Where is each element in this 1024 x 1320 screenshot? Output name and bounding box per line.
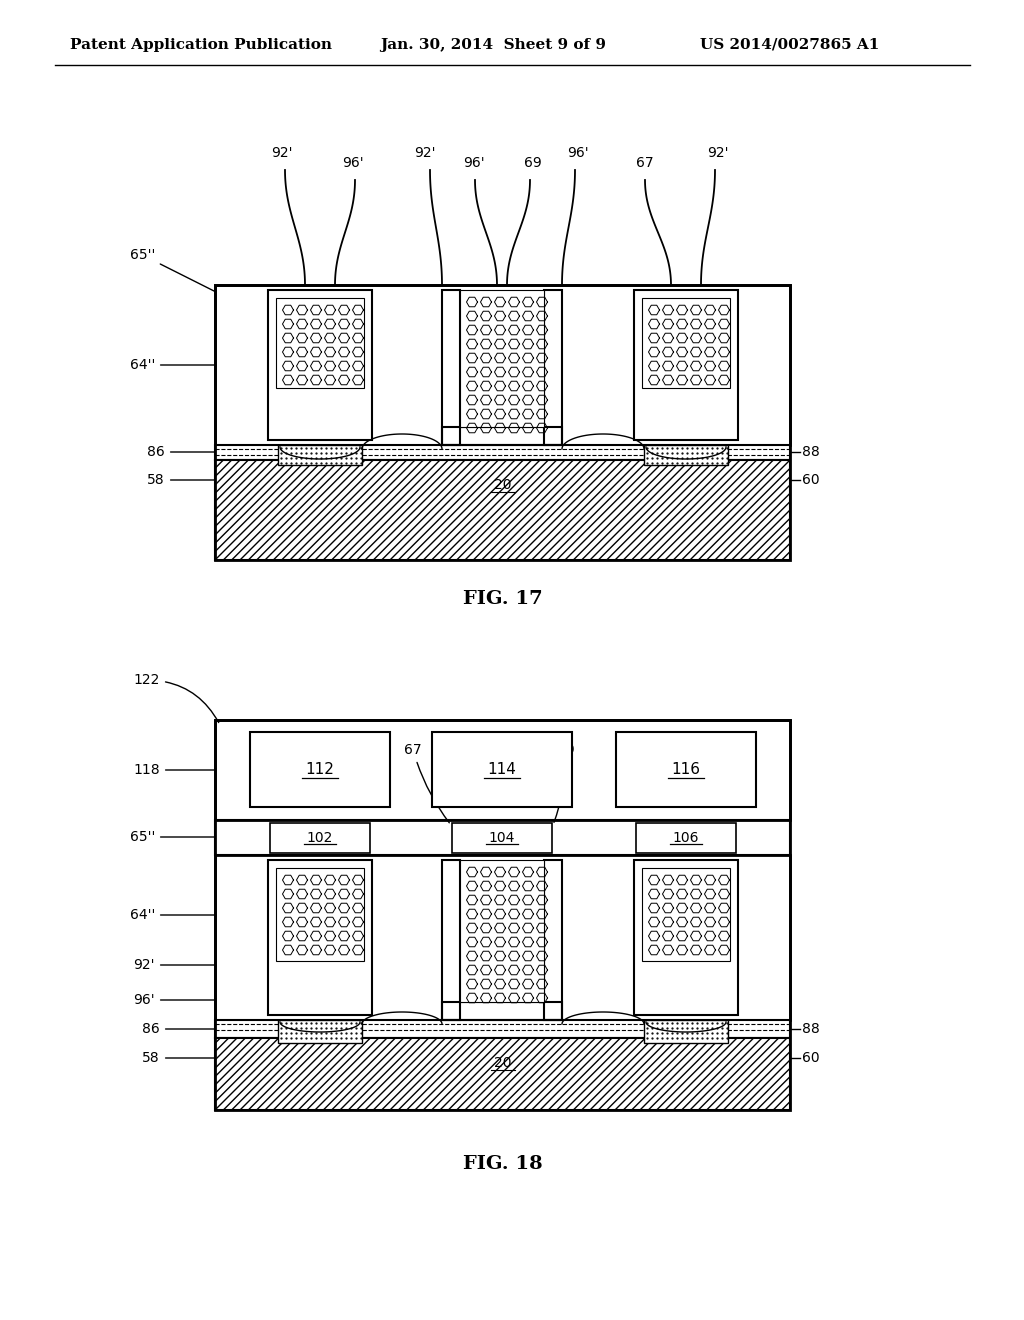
Text: 69: 69 bbox=[554, 743, 574, 822]
Text: 20: 20 bbox=[494, 478, 511, 492]
Bar bbox=[276, 388, 364, 432]
Bar bbox=[215, 285, 790, 560]
Bar bbox=[278, 1020, 362, 1043]
Bar bbox=[215, 1038, 790, 1110]
Bar bbox=[215, 719, 790, 820]
Bar bbox=[268, 861, 372, 1015]
Text: FIG. 17: FIG. 17 bbox=[463, 590, 543, 609]
Text: 86: 86 bbox=[142, 1022, 215, 1036]
Bar bbox=[636, 822, 736, 853]
Text: 65'': 65'' bbox=[130, 830, 215, 843]
Text: 69: 69 bbox=[524, 156, 542, 170]
Bar bbox=[276, 298, 364, 388]
Bar bbox=[442, 1002, 562, 1020]
Bar bbox=[442, 861, 460, 1020]
Bar bbox=[544, 861, 562, 1020]
Text: 65'': 65'' bbox=[130, 248, 215, 292]
Bar bbox=[215, 1020, 790, 1038]
Text: 88: 88 bbox=[802, 445, 820, 459]
Bar bbox=[215, 719, 790, 820]
Text: 58: 58 bbox=[142, 1051, 215, 1065]
Bar bbox=[270, 822, 370, 853]
Text: 20: 20 bbox=[494, 1056, 511, 1071]
Text: 116: 116 bbox=[672, 762, 700, 777]
Text: 122: 122 bbox=[133, 673, 219, 722]
Bar bbox=[642, 961, 730, 1007]
Bar bbox=[616, 733, 756, 807]
Bar bbox=[460, 861, 544, 1002]
Bar bbox=[544, 290, 562, 445]
Bar bbox=[215, 820, 790, 855]
Text: FIG. 18: FIG. 18 bbox=[463, 1155, 543, 1173]
Text: Patent Application Publication: Patent Application Publication bbox=[70, 38, 332, 51]
Text: 60: 60 bbox=[802, 1051, 819, 1065]
Bar bbox=[644, 445, 728, 465]
Bar bbox=[442, 1002, 562, 1020]
Bar bbox=[278, 445, 362, 465]
Text: 67: 67 bbox=[404, 743, 450, 822]
Text: 92': 92' bbox=[708, 147, 729, 160]
Text: 60: 60 bbox=[802, 473, 819, 487]
Text: 96': 96' bbox=[567, 147, 589, 160]
Text: 102: 102 bbox=[307, 832, 333, 845]
Text: 58: 58 bbox=[147, 473, 215, 487]
Bar bbox=[432, 733, 572, 807]
Text: 96': 96' bbox=[133, 993, 215, 1007]
Bar bbox=[642, 869, 730, 961]
Text: 64'': 64'' bbox=[130, 908, 215, 921]
Bar bbox=[442, 290, 460, 445]
Bar bbox=[452, 822, 552, 853]
Text: 92': 92' bbox=[415, 147, 436, 160]
Text: 112: 112 bbox=[305, 762, 335, 777]
Text: 67: 67 bbox=[636, 156, 653, 170]
Text: 114: 114 bbox=[487, 762, 516, 777]
Text: US 2014/0027865 A1: US 2014/0027865 A1 bbox=[700, 38, 880, 51]
Bar bbox=[634, 290, 738, 440]
Text: 106: 106 bbox=[673, 832, 699, 845]
Text: 86: 86 bbox=[147, 445, 215, 459]
Bar bbox=[250, 733, 390, 807]
Text: 88: 88 bbox=[802, 1022, 820, 1036]
Text: 92': 92' bbox=[271, 147, 293, 160]
Bar bbox=[442, 290, 460, 445]
Bar bbox=[442, 426, 562, 445]
Bar bbox=[442, 426, 562, 445]
Bar bbox=[215, 719, 790, 1110]
Bar bbox=[215, 445, 790, 459]
Bar bbox=[642, 298, 730, 388]
Bar bbox=[642, 388, 730, 432]
Bar bbox=[215, 820, 790, 855]
Bar bbox=[215, 285, 790, 445]
Bar bbox=[442, 861, 460, 1020]
Text: 96': 96' bbox=[342, 156, 364, 170]
Bar bbox=[544, 861, 562, 1020]
Text: 96': 96' bbox=[463, 156, 484, 170]
Bar bbox=[215, 855, 790, 1020]
Bar bbox=[268, 290, 372, 440]
Text: Jan. 30, 2014  Sheet 9 of 9: Jan. 30, 2014 Sheet 9 of 9 bbox=[380, 38, 606, 51]
Bar bbox=[544, 290, 562, 445]
Text: 64'': 64'' bbox=[130, 358, 215, 372]
Bar bbox=[276, 869, 364, 961]
Bar bbox=[215, 459, 790, 560]
Text: 92': 92' bbox=[133, 958, 215, 972]
Bar bbox=[460, 290, 544, 426]
Text: 118: 118 bbox=[133, 763, 215, 777]
Text: 104: 104 bbox=[488, 832, 515, 845]
Bar bbox=[634, 861, 738, 1015]
Bar bbox=[644, 1020, 728, 1043]
Bar bbox=[276, 961, 364, 1007]
